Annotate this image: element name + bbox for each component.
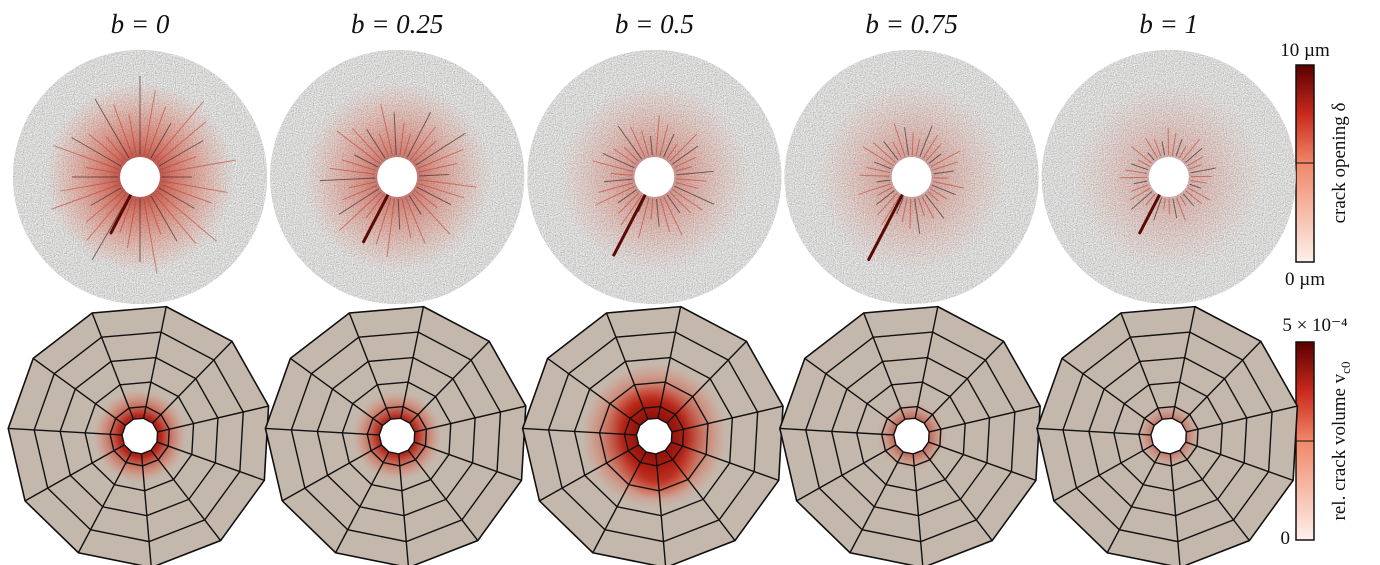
hole bbox=[636, 418, 672, 454]
column-label: b = 0.75 bbox=[865, 9, 957, 39]
colorbar-title-main: rel. crack volume v bbox=[1329, 373, 1350, 520]
colorbar-min-label: 0 bbox=[1281, 528, 1291, 549]
panel-column: b = 0.75 bbox=[780, 9, 1040, 565]
hole bbox=[120, 157, 160, 197]
colorbar-title-subscript: c0 bbox=[1338, 362, 1353, 374]
panel-column: b = 0 bbox=[8, 9, 268, 565]
column-label: b = 0.5 bbox=[615, 9, 694, 39]
colorbar-max-label: 10 µm bbox=[1280, 40, 1330, 61]
hole bbox=[1151, 418, 1187, 454]
hole bbox=[1149, 157, 1189, 197]
column-label: b = 0.25 bbox=[351, 9, 443, 39]
hole bbox=[634, 157, 674, 197]
panel-column: b = 0.25 bbox=[265, 9, 525, 565]
column-label: b = 0 bbox=[111, 9, 170, 39]
hole bbox=[377, 157, 417, 197]
colorbar-title: rel. crack volume vc0 bbox=[1329, 362, 1353, 521]
column-label: b = 1 bbox=[1139, 9, 1198, 39]
hole bbox=[122, 418, 158, 454]
hole bbox=[892, 157, 932, 197]
panel-column: b = 0.5 bbox=[523, 9, 783, 565]
colorbar-min-label: 0 µm bbox=[1285, 269, 1325, 290]
figure: 10 µm 0 µm crack opening δ 5 × 10⁻⁴ 0 re… bbox=[0, 0, 1380, 565]
hole bbox=[894, 418, 930, 454]
colorbar-title: crack opening δ bbox=[1329, 103, 1350, 224]
colorbar-max-label: 5 × 10⁻⁴ bbox=[1282, 315, 1348, 336]
panel-column: b = 1 bbox=[1037, 9, 1297, 565]
hole bbox=[379, 418, 415, 454]
